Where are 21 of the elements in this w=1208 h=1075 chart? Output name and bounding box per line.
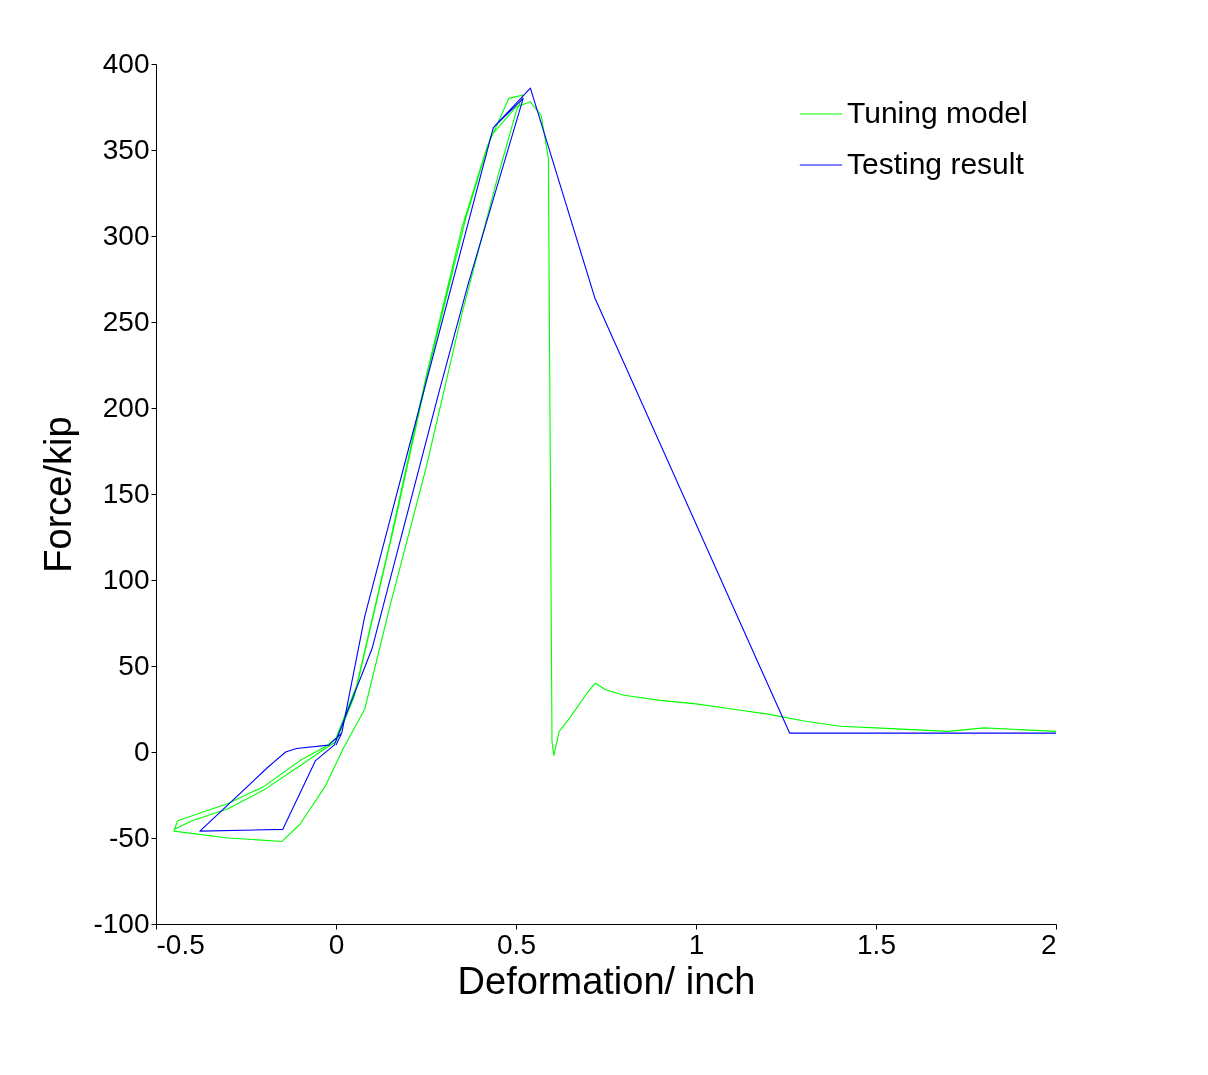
x-tick-label: 1.5 <box>857 928 896 960</box>
x-axis-title: Deformation/ inch <box>457 959 756 1002</box>
x-tick-label: 2 <box>1040 928 1057 960</box>
y-tick-label: -100 <box>93 907 150 939</box>
y-tick-label: 350 <box>102 133 150 165</box>
x-tick-label: 1 <box>688 928 705 960</box>
y-tick-label: -50 <box>109 821 150 853</box>
legend-label: Testing result <box>847 147 1025 180</box>
y-tick-label: 50 <box>118 649 150 681</box>
y-tick-label: 150 <box>102 477 150 509</box>
y-tick-label: 300 <box>102 219 150 251</box>
y-tick-label: 250 <box>102 305 150 337</box>
y-tick-label: 200 <box>102 391 150 423</box>
y-axis-title: Force/kip <box>37 416 80 573</box>
y-tick-label: 100 <box>102 563 150 595</box>
x-tick-label: 0 <box>328 928 345 960</box>
x-tick-label: -0.5 <box>156 928 205 960</box>
legend-label: Tuning model <box>847 96 1028 129</box>
y-tick-label: 400 <box>102 47 150 79</box>
x-tick-label: 0.5 <box>497 928 536 960</box>
y-tick-label: 0 <box>133 735 150 767</box>
